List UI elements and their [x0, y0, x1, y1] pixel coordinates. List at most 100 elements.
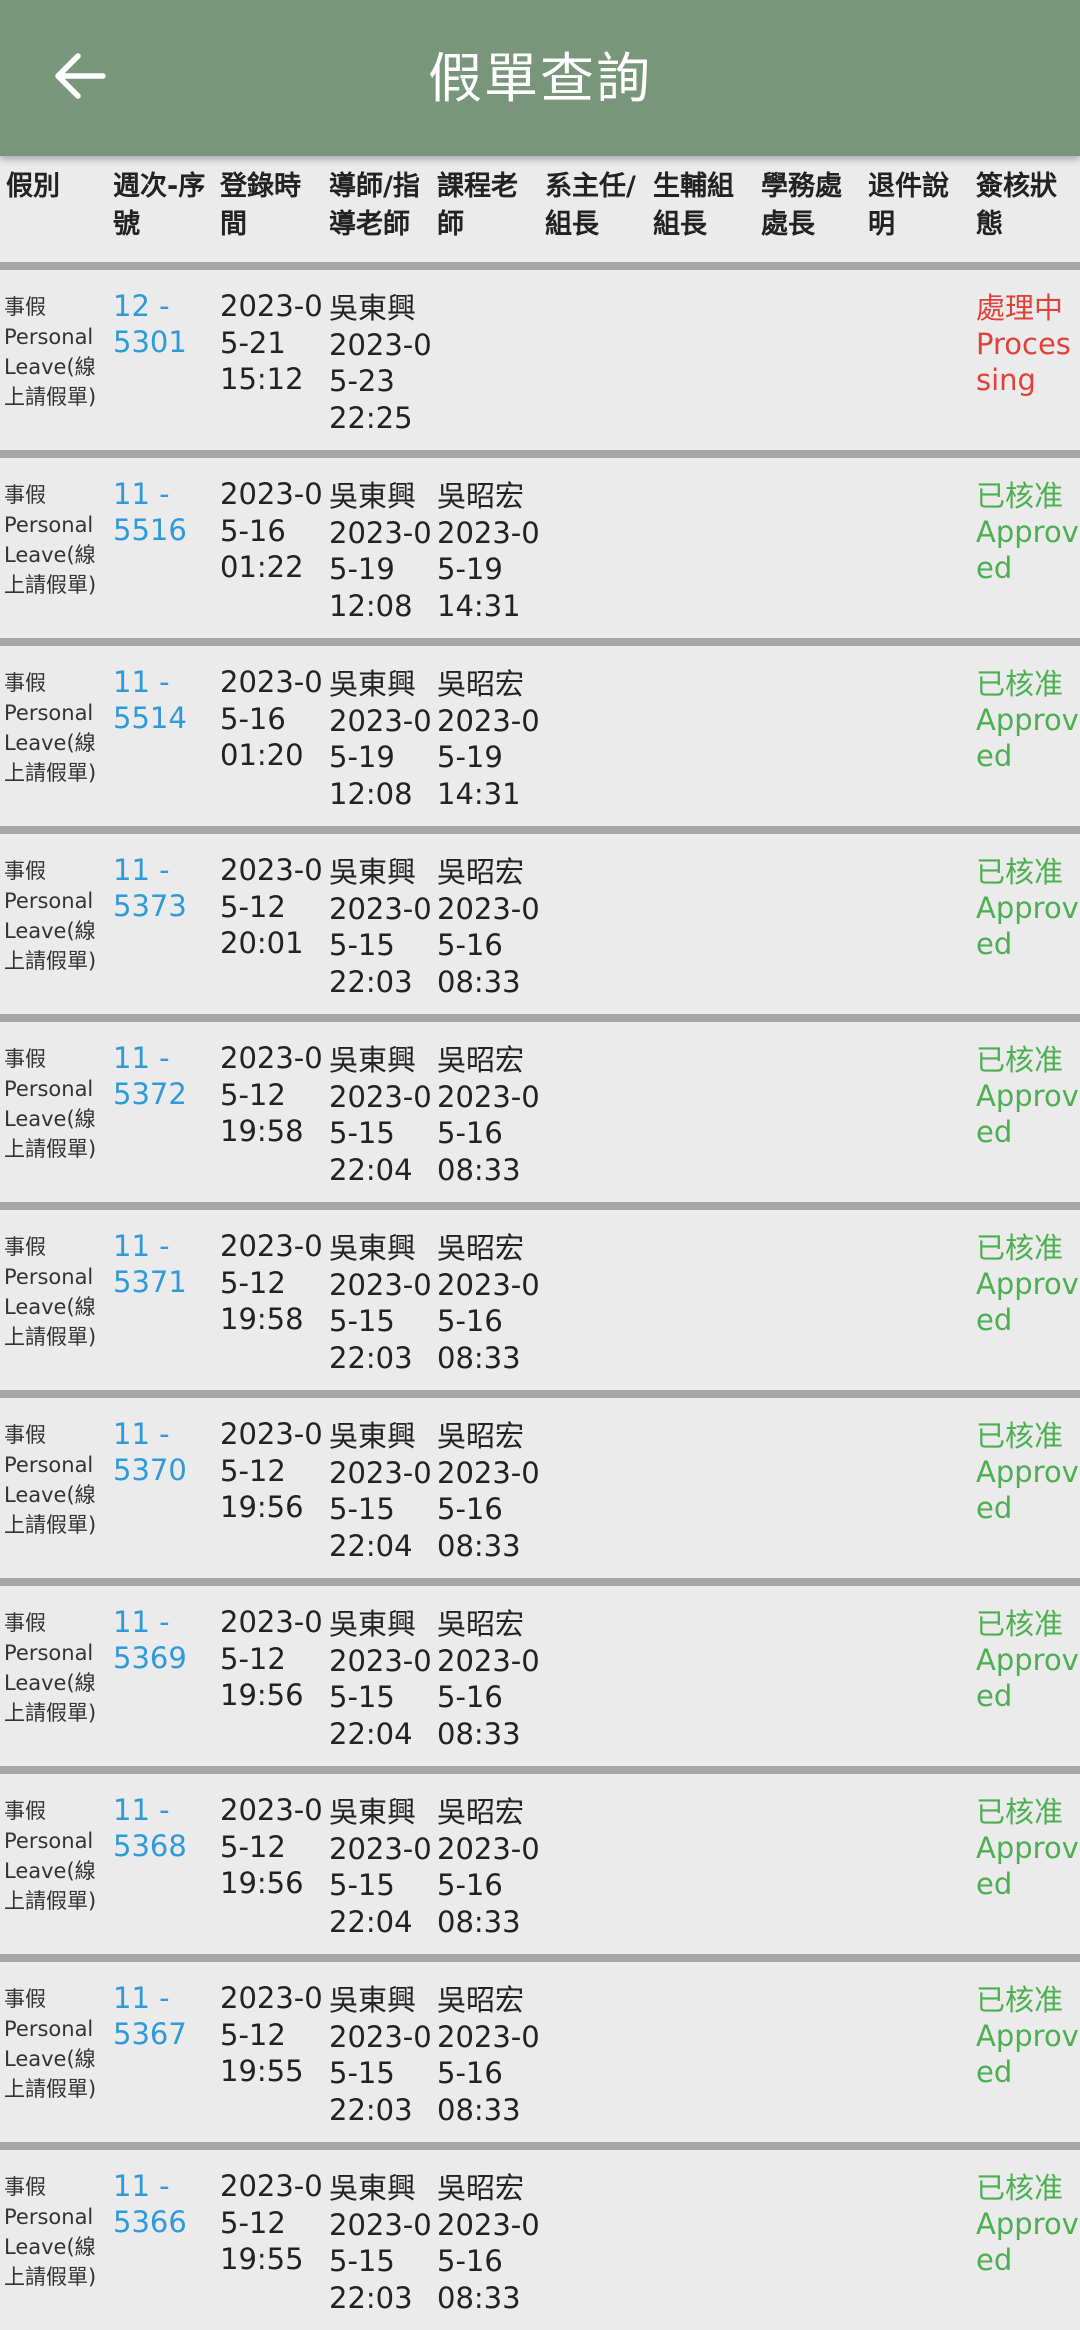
header-tutor: 導師/指 導老師: [329, 171, 420, 240]
course-teacher-cell: 吳昭宏 2023-0 5-16 08:33: [437, 1231, 540, 1375]
row-separator: [0, 1390, 1080, 1398]
tutor-cell: 吳東興 2023-0 5-15 22:03: [329, 2171, 432, 2315]
tutor-cell: 吳東興 2023-0 5-15 22:03: [329, 1983, 432, 2127]
login-time-cell: 2023-0 5-12 20:01: [220, 853, 323, 960]
header-status: 簽核狀 態: [976, 171, 1057, 240]
status-cell: 已核准 Approv ed: [976, 1043, 1079, 1149]
course-teacher-cell: 吳昭宏 2023-0 5-19 14:31: [437, 479, 540, 623]
status-cell: 已核准 Approv ed: [976, 2171, 1079, 2277]
page-title: 假單查詢: [428, 47, 652, 110]
row-separator: [0, 1014, 1080, 1022]
leave-type-cell: 事假 Personal Leave(線 上請假單): [4, 1987, 97, 2101]
leave-type-cell: 事假 Personal Leave(線 上請假單): [4, 1799, 97, 1913]
row-separator: [0, 638, 1080, 646]
login-time-cell: 2023-0 5-21 15:12: [220, 289, 323, 396]
row-separator: [0, 262, 1080, 270]
leave-type-cell: 事假 Personal Leave(線 上請假單): [4, 1235, 97, 1349]
leave-type-cell: 事假 Personal Leave(線 上請假單): [4, 1611, 97, 1725]
course-teacher-cell: 吳昭宏 2023-0 5-16 08:33: [437, 1983, 540, 2127]
table-row[interactable]: 事假 Personal Leave(線 上請假單) 11 - 5367 2023-0…: [0, 1962, 1080, 2142]
tutor-cell: 吳東興 2023-0 5-19 12:08: [329, 667, 432, 811]
leave-type-cell: 事假 Personal Leave(線 上請假單): [4, 483, 97, 597]
app-bar: 假單查詢: [0, 0, 1080, 156]
login-time-cell: 2023-0 5-12 19:58: [220, 1229, 323, 1336]
row-separator: [0, 1578, 1080, 1586]
row-separator: [0, 826, 1080, 834]
serial-link[interactable]: 11 - 5371: [113, 1229, 187, 1299]
status-cell: 已核准 Approv ed: [976, 667, 1079, 773]
login-time-cell: 2023-0 5-12 19:56: [220, 1793, 323, 1900]
leave-type-cell: 事假 Personal Leave(線 上請假單): [4, 295, 97, 409]
serial-link[interactable]: 11 - 5373: [113, 853, 187, 923]
status-cell: 已核准 Approv ed: [976, 1419, 1079, 1525]
login-time-cell: 2023-0 5-12 19:55: [220, 1981, 323, 2088]
serial-link[interactable]: 12 - 5301: [113, 289, 187, 359]
tutor-cell: 吳東興 2023-0 5-15 22:04: [329, 1419, 432, 1563]
course-teacher-cell: 吳昭宏 2023-0 5-16 08:33: [437, 1607, 540, 1751]
header-guidance-head: 生輔組 組長: [653, 171, 734, 240]
header-dept-head: 系主任/ 組長: [545, 171, 636, 240]
table-row[interactable]: 事假 Personal Leave(線 上請假單) 11 - 5370 2023-0…: [0, 1398, 1080, 1578]
arrow-left-icon: [54, 53, 106, 103]
leave-type-cell: 事假 Personal Leave(線 上請假單): [4, 859, 97, 973]
row-separator: [0, 1202, 1080, 1210]
header-return-note: 退件說 明: [868, 171, 949, 240]
leave-type-cell: 事假 Personal Leave(線 上請假單): [4, 2175, 97, 2289]
table-row[interactable]: 事假 Personal Leave(線 上請假單) 11 - 5368 2023-0…: [0, 1774, 1080, 1954]
serial-link[interactable]: 11 - 5514: [113, 665, 187, 735]
tutor-cell: 吳東興 2023-0 5-19 12:08: [329, 479, 432, 623]
tutor-cell: 吳東興 2023-0 5-23 22:25: [329, 291, 432, 435]
serial-link[interactable]: 11 - 5516: [113, 477, 187, 547]
serial-link[interactable]: 11 - 5370: [113, 1417, 187, 1487]
course-teacher-cell: 吳昭宏 2023-0 5-16 08:33: [437, 2171, 540, 2315]
status-cell: 已核准 Approv ed: [976, 855, 1079, 961]
header-week-serial: 週次-序 號: [113, 171, 206, 240]
table-row[interactable]: 事假 Personal Leave(線 上請假單) 12 - 5301 2023-0…: [0, 270, 1080, 450]
status-cell: 已核准 Approv ed: [976, 1983, 1079, 2089]
table-row[interactable]: 事假 Personal Leave(線 上請假單) 11 - 5369 2023-0…: [0, 1586, 1080, 1766]
serial-link[interactable]: 11 - 5367: [113, 1981, 187, 2051]
serial-link[interactable]: 11 - 5369: [113, 1605, 187, 1675]
row-separator: [0, 450, 1080, 458]
status-cell: 已核准 Approv ed: [976, 1231, 1079, 1337]
login-time-cell: 2023-0 5-12 19:58: [220, 1041, 323, 1148]
table-row[interactable]: 事假 Personal Leave(線 上請假單) 11 - 5371 2023-0…: [0, 1210, 1080, 1390]
leave-type-cell: 事假 Personal Leave(線 上請假單): [4, 671, 97, 785]
status-cell: 已核准 Approv ed: [976, 1607, 1079, 1713]
tutor-cell: 吳東興 2023-0 5-15 22:03: [329, 855, 432, 999]
table-header: 假別 週次-序 號 登錄時 間 導師/指 導老師 課程老 師 系主任/ 組長 生…: [0, 168, 1080, 260]
login-time-cell: 2023-0 5-12 19:56: [220, 1417, 323, 1524]
tutor-cell: 吳東興 2023-0 5-15 22:03: [329, 1231, 432, 1375]
header-login-time: 登錄時 間: [220, 171, 301, 240]
course-teacher-cell: 吳昭宏 2023-0 5-16 08:33: [437, 1795, 540, 1939]
serial-link[interactable]: 11 - 5366: [113, 2169, 187, 2239]
header-affairs-head: 學務處 處長: [761, 171, 842, 240]
tutor-cell: 吳東興 2023-0 5-15 22:04: [329, 1795, 432, 1939]
leave-type-cell: 事假 Personal Leave(線 上請假單): [4, 1423, 97, 1537]
login-time-cell: 2023-0 5-16 01:20: [220, 665, 323, 772]
table-row[interactable]: 事假 Personal Leave(線 上請假單) 11 - 5372 2023-0…: [0, 1022, 1080, 1202]
row-separator: [0, 2142, 1080, 2150]
status-cell: 已核准 Approv ed: [976, 479, 1079, 585]
serial-link[interactable]: 11 - 5372: [113, 1041, 187, 1111]
back-button[interactable]: [44, 42, 116, 114]
tutor-cell: 吳東興 2023-0 5-15 22:04: [329, 1607, 432, 1751]
course-teacher-cell: 吳昭宏 2023-0 5-19 14:31: [437, 667, 540, 811]
row-separator: [0, 1954, 1080, 1962]
course-teacher-cell: 吳昭宏 2023-0 5-16 08:33: [437, 1043, 540, 1187]
tutor-cell: 吳東興 2023-0 5-15 22:04: [329, 1043, 432, 1187]
login-time-cell: 2023-0 5-16 01:22: [220, 477, 323, 584]
table-row[interactable]: 事假 Personal Leave(線 上請假單) 11 - 5516 2023-0…: [0, 458, 1080, 638]
table-row[interactable]: 事假 Personal Leave(線 上請假單) 11 - 5366 2023-0…: [0, 2150, 1080, 2330]
leave-type-cell: 事假 Personal Leave(線 上請假單): [4, 1047, 97, 1161]
status-cell: 處理中 Proces sing: [976, 291, 1071, 397]
header-leave-type: 假別: [6, 171, 60, 202]
login-time-cell: 2023-0 5-12 19:56: [220, 1605, 323, 1712]
row-separator: [0, 1766, 1080, 1774]
header-course-teacher: 課程老 師: [437, 171, 518, 240]
table-row[interactable]: 事假 Personal Leave(線 上請假單) 11 - 5514 2023-0…: [0, 646, 1080, 826]
table-row[interactable]: 事假 Personal Leave(線 上請假單) 11 - 5373 2023-0…: [0, 834, 1080, 1014]
status-cell: 已核准 Approv ed: [976, 1795, 1079, 1901]
course-teacher-cell: 吳昭宏 2023-0 5-16 08:33: [437, 1419, 540, 1563]
serial-link[interactable]: 11 - 5368: [113, 1793, 187, 1863]
